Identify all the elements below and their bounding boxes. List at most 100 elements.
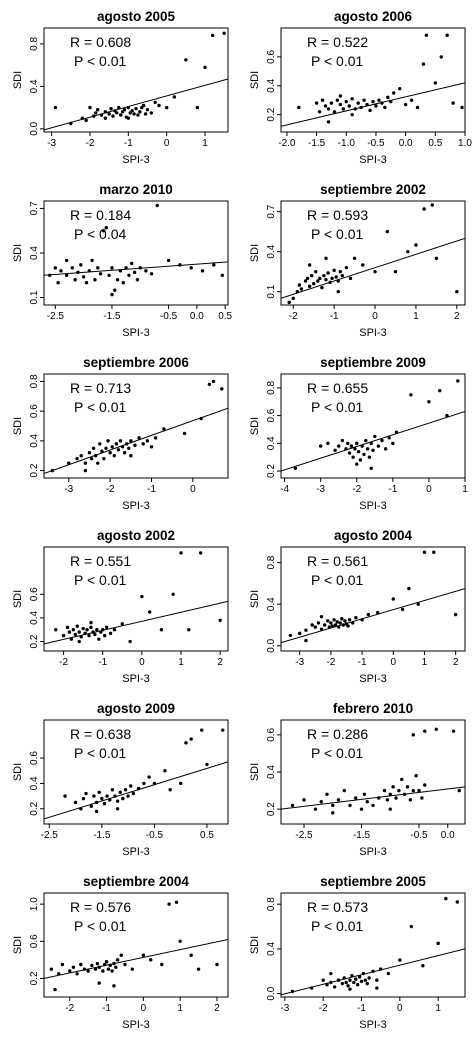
- data-point: [346, 624, 350, 628]
- data-point: [91, 446, 96, 450]
- panel-title: septiembre 2002: [320, 182, 426, 197]
- data-point: [336, 798, 341, 802]
- data-point: [397, 788, 401, 793]
- x-tick-label: -1: [358, 657, 367, 668]
- panel-title: agosto 2002: [97, 528, 175, 543]
- data-point: [220, 387, 224, 391]
- data-point: [361, 263, 365, 267]
- x-tick-label: -2: [352, 484, 361, 495]
- y-axis-label: SDI: [249, 763, 261, 781]
- data-point: [319, 800, 323, 804]
- data-point: [385, 798, 390, 802]
- data-point: [89, 456, 94, 461]
- plot-frame: [280, 373, 466, 479]
- data-point: [140, 594, 144, 599]
- x-tick-label: -3: [295, 657, 304, 668]
- y-tick-label: 0.6: [266, 50, 277, 64]
- data-point: [104, 226, 108, 230]
- data-point: [456, 379, 460, 383]
- data-point: [84, 281, 89, 285]
- data-point: [54, 628, 58, 632]
- data-point: [116, 448, 121, 452]
- x-tick-label: -1.5: [308, 138, 326, 149]
- data-point: [50, 468, 54, 473]
- data-point: [196, 967, 201, 971]
- data-point: [324, 277, 328, 282]
- data-point: [178, 263, 182, 267]
- data-point: [90, 963, 94, 968]
- data-point: [130, 967, 135, 971]
- x-tick-label: 0: [426, 484, 432, 495]
- data-point: [364, 438, 368, 443]
- scatter-plot-svg: septiembre 2006 -3 -2 -1 0 0.2 0.4 0.6 0.8 SPI-3 S…: [12, 355, 229, 512]
- data-point: [307, 263, 312, 267]
- data-point: [141, 953, 146, 957]
- data-point: [122, 108, 127, 112]
- data-point: [288, 633, 293, 638]
- data-point: [110, 292, 114, 297]
- correlation-r-label: R = 0.608: [70, 34, 131, 50]
- data-point: [87, 269, 91, 273]
- data-point: [352, 980, 356, 985]
- data-point: [65, 625, 70, 630]
- data-point: [451, 729, 456, 733]
- data-point: [421, 963, 425, 968]
- data-point: [340, 617, 344, 621]
- data-point: [374, 104, 378, 108]
- x-tick-label: 2: [453, 657, 459, 668]
- data-point: [411, 788, 415, 793]
- data-point: [130, 109, 134, 113]
- data-point: [75, 972, 79, 976]
- data-point: [91, 630, 95, 634]
- x-tick-label: 2: [454, 311, 460, 322]
- data-point: [365, 981, 369, 986]
- scatter-panel: septiembre 2004 -2 -1 0 1 2 0.2 0.6 1.0 SPI-3 SDI R…: [0, 865, 237, 1038]
- data-point: [119, 953, 123, 957]
- data-point: [313, 807, 318, 811]
- x-axis-label: SPI-3: [122, 1019, 150, 1031]
- data-point: [380, 101, 384, 105]
- regression-line: [281, 237, 465, 299]
- data-point: [121, 796, 125, 801]
- data-point: [149, 272, 154, 276]
- data-point: [436, 941, 440, 946]
- x-axis-label: SPI-3: [359, 1019, 387, 1031]
- data-point: [69, 637, 74, 641]
- data-point: [98, 442, 102, 446]
- panel-title: septiembre 2005: [320, 874, 426, 889]
- data-point: [405, 785, 410, 789]
- scatter-panel: agosto 2005 -3 -2 -1 0 1 0.0 0.4 0.8 SPI-3 SDI R = …: [0, 0, 237, 173]
- data-point: [184, 741, 188, 745]
- x-axis-label: SPI-3: [122, 673, 150, 685]
- data-point: [104, 960, 109, 964]
- data-point: [314, 101, 319, 105]
- y-tick-label: 0.6: [29, 934, 40, 948]
- plot-frame: [43, 27, 229, 133]
- x-tick-label: 0.0: [441, 830, 455, 841]
- scatter-panel: septiembre 2006 -3 -2 -1 0 0.2 0.4 0.6 0.8 SPI-3 S…: [0, 346, 237, 519]
- data-point: [103, 116, 108, 120]
- scatter-plot-svg: septiembre 2009 -4 -3 -2 -1 0 1 0.2 0.4 0.6 0.8 SPI…: [249, 355, 468, 512]
- data-point: [106, 439, 110, 443]
- data-point: [95, 961, 100, 966]
- y-tick-label: 0.8: [266, 555, 277, 569]
- data-point: [351, 455, 355, 459]
- data-point: [409, 98, 414, 102]
- y-axis-label: SDI: [12, 936, 24, 954]
- data-point: [340, 981, 345, 986]
- x-tick-label: -1.5: [103, 311, 121, 322]
- data-point: [409, 393, 413, 397]
- y-tick-label: 0.8: [266, 897, 277, 911]
- data-point: [115, 807, 120, 811]
- data-point: [222, 31, 226, 36]
- correlation-r-label: R = 0.655: [307, 380, 368, 396]
- data-point: [376, 444, 381, 448]
- data-point: [107, 273, 111, 277]
- data-point: [135, 278, 140, 282]
- data-point: [338, 102, 343, 107]
- x-tick-label: -3: [64, 484, 73, 495]
- data-point: [430, 203, 434, 207]
- scatter-plot-svg: septiembre 2004 -2 -1 0 1 2 0.2 0.6 1.0 SPI-3 SDI R…: [12, 874, 229, 1031]
- x-tick-label: 1: [462, 484, 468, 495]
- data-point: [73, 800, 78, 805]
